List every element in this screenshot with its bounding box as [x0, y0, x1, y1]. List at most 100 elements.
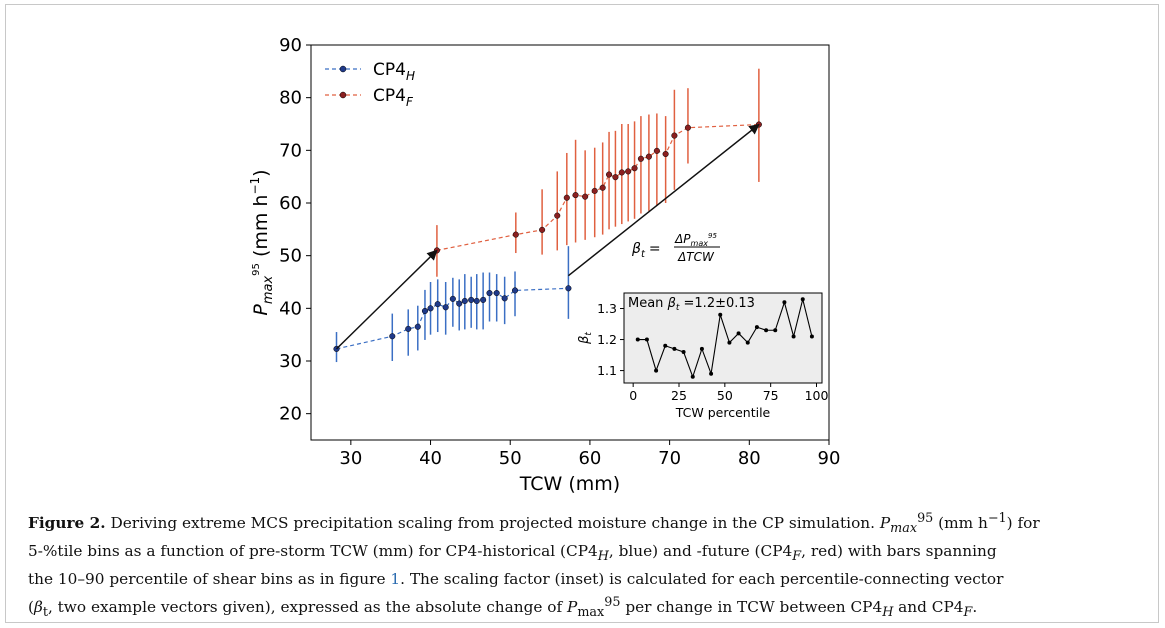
inset-point [699, 346, 704, 351]
cp4f-point [512, 231, 519, 238]
inset-axes-frame [623, 292, 823, 384]
main-x-ticks: 30 40 50 60 70 80 90 [339, 440, 840, 469]
main-x-tick-label: 50 [499, 448, 522, 469]
inset-point [718, 312, 723, 317]
example-vectors [335, 123, 760, 350]
inset-y-tick-label: 1.2 [597, 332, 617, 347]
main-y-tick-label: 40 [279, 298, 302, 319]
cp4h-point [461, 297, 468, 305]
main-x-tick-label: 40 [419, 448, 442, 469]
main-x-tick-label: 70 [658, 448, 681, 469]
main-x-tick-label: 60 [578, 448, 601, 469]
cp4f-point [618, 169, 625, 176]
cp4f-point [612, 174, 619, 181]
main-axes-frame [310, 44, 830, 441]
cp4f-point [637, 155, 644, 162]
vector-arrow [567, 123, 760, 277]
cp4h-point [486, 290, 493, 297]
cp4h-point [468, 296, 475, 303]
inset-point [654, 368, 659, 373]
figure-plot: 30 40 50 60 70 80 90 20 30 40 50 60 70 80 90 TCW (mm)… [248, 35, 840, 495]
cp4f-point [554, 212, 561, 219]
cp4f-point [591, 187, 598, 194]
cp4f-point [684, 124, 691, 131]
cp4f-point [662, 150, 669, 158]
cp4f-point [653, 147, 660, 154]
svg-text:ΔTCW: ΔTCW [677, 250, 715, 264]
inset-point [800, 297, 805, 302]
main-y-tick-label: 60 [279, 193, 302, 214]
main-y-tick-label: 70 [279, 140, 302, 161]
cp4h-point [434, 301, 441, 308]
inset-point [791, 334, 796, 339]
figure-caption: Figure 2. Deriving extreme MCS precipita… [28, 511, 1040, 621]
cp4h-point [480, 296, 487, 303]
cp4h-error-bars [335, 246, 570, 363]
inset-y-axis-label: βt [577, 332, 594, 345]
cp4f-points [433, 121, 762, 254]
cp4h-point [442, 304, 449, 311]
main-y-ticks: 20 30 40 50 60 70 80 90 [279, 35, 311, 425]
inset-x-tick-label: 100 [805, 388, 829, 403]
cp4f-error-bars [436, 68, 760, 277]
inset-point [690, 374, 695, 379]
cp4f-point [671, 132, 678, 139]
inset-beta-points [635, 297, 814, 379]
inset-point [635, 337, 640, 342]
cp4h-point [421, 307, 429, 315]
cp4f-point [605, 171, 613, 178]
inset-x-axis-label: TCW percentile [675, 405, 771, 420]
inset-point [644, 337, 649, 342]
legend-cp4f-label: CP4F [373, 86, 414, 109]
inset-point [782, 300, 787, 305]
svg-text:ΔPmax95: ΔPmax95 [674, 232, 717, 248]
cp4f-point [631, 165, 638, 172]
main-y-tick-label: 90 [279, 35, 302, 56]
main-y-tick-label: 20 [279, 404, 302, 425]
inset-x-tick-label: 0 [629, 388, 637, 403]
main-x-tick-label: 30 [339, 448, 362, 469]
figure-frame: 30 40 50 60 70 80 90 20 30 40 50 60 70 80 90 TCW (mm)… [5, 4, 1159, 623]
cp4h-point [493, 290, 500, 297]
inset-point [709, 371, 714, 376]
main-x-tick-label: 90 [818, 448, 841, 469]
cp4f-point [563, 194, 570, 201]
inset-point [764, 328, 769, 333]
cp4f-point [539, 226, 546, 233]
inset-point [672, 346, 677, 351]
main-y-tick-label: 30 [279, 351, 302, 372]
inset-point [663, 343, 668, 348]
inset-point [727, 340, 732, 345]
inset-chart: 0 25 50 75 100 1.1 1.2 1.3 Mean βt =1.2±0.13 T… [577, 292, 828, 420]
cp4h-point [414, 323, 421, 330]
inset-point [773, 328, 778, 333]
cp4f-point [582, 193, 589, 200]
cp4f-point [572, 192, 579, 199]
cp4h-point [473, 297, 480, 305]
inset-point [745, 340, 750, 345]
inset-x-tick-label: 25 [671, 388, 687, 403]
cp4h-point [511, 287, 519, 294]
cp4h-points [333, 285, 572, 352]
inset-x-tick-label: 50 [717, 388, 733, 403]
svg-text:βt=: βt = [631, 241, 661, 260]
cp4h-point [405, 325, 412, 332]
legend-cp4h-marker [339, 65, 347, 73]
figure-1-link[interactable]: 1 [390, 570, 401, 589]
cp4h-point [565, 285, 572, 292]
cp4f-point [645, 153, 652, 160]
cp4h-point [456, 300, 463, 307]
inset-y-tick-label: 1.3 [597, 301, 617, 316]
cp4h-point [449, 295, 456, 302]
inset-x-ticks: 0 25 50 75 100 [629, 383, 828, 403]
inset-mean-beta-text: Mean βt =1.2±0.13 [628, 296, 755, 313]
inset-x-tick-label: 75 [763, 388, 779, 403]
legend-cp4h-label: CP4H [373, 60, 415, 83]
caption-label: Figure 2. [28, 514, 106, 533]
cp4f-point [599, 184, 606, 191]
inset-y-tick-label: 1.1 [597, 363, 617, 378]
cp4h-point [427, 305, 434, 312]
main-y-axis-label: Pmax95 (mm h−1) [248, 169, 276, 315]
beta-formula-annotation: βt = ΔPmax95 ΔTCW [631, 232, 720, 264]
main-y-tick-label: 50 [279, 246, 302, 267]
